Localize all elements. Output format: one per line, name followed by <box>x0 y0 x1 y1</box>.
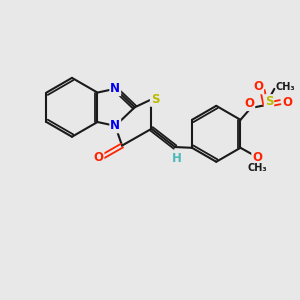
Text: S: S <box>151 93 159 106</box>
Text: S: S <box>265 95 273 108</box>
Text: O: O <box>253 80 263 93</box>
Text: N: N <box>110 119 120 132</box>
Text: CH₃: CH₃ <box>248 163 267 172</box>
Text: O: O <box>252 151 262 164</box>
Text: O: O <box>94 151 103 164</box>
Text: H: H <box>172 152 182 165</box>
Text: N: N <box>110 82 120 95</box>
Text: O: O <box>283 96 292 109</box>
Text: O: O <box>244 97 254 110</box>
Text: CH₃: CH₃ <box>276 82 295 92</box>
